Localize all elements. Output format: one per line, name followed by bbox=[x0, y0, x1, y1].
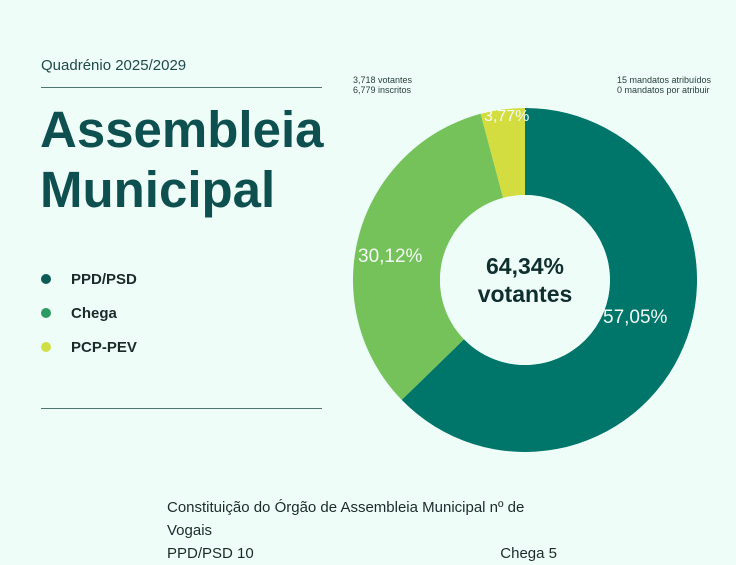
center-label: 64,34% votantes bbox=[440, 252, 610, 308]
footer-seats: PPD/PSD 10 Chega 5 bbox=[167, 542, 557, 565]
slice-label-chega: 30,12% bbox=[358, 246, 423, 267]
legend: PPD/PSD Chega PCP-PEV bbox=[41, 262, 137, 364]
legend-label: PPD/PSD bbox=[71, 270, 137, 288]
turnout-label: votantes bbox=[477, 281, 573, 307]
inscritos-count: 6,779 inscritos bbox=[353, 85, 412, 95]
mandates-stats: 15 mandatos atribuídos 0 mandatos por at… bbox=[617, 75, 711, 95]
slice-ppd-psd bbox=[401, 108, 697, 452]
slice-pcp-pev bbox=[480, 108, 525, 198]
page-title: Assembleia Municipal bbox=[40, 100, 324, 220]
legend-dot-icon bbox=[41, 342, 51, 352]
donut-chart bbox=[353, 108, 697, 452]
footer: Constituição do Órgão de Assembleia Muni… bbox=[167, 496, 557, 565]
legend-label: PCP-PEV bbox=[71, 338, 137, 356]
turnout-value: 64,34% bbox=[485, 253, 564, 279]
mandatos-por-atribuir: 0 mandatos por atribuir bbox=[617, 85, 710, 95]
footer-title: Constituição do Órgão de Assembleia Muni… bbox=[167, 499, 525, 539]
bottom-divider bbox=[41, 408, 322, 409]
legend-label: Chega bbox=[71, 304, 117, 322]
seats-chega: Chega 5 bbox=[500, 545, 557, 562]
top-divider bbox=[41, 87, 322, 88]
title-line-1: Assembleia bbox=[40, 101, 324, 158]
subtitle: Quadrénio 2025/2029 bbox=[41, 57, 187, 74]
mandatos-atribuidos: 15 mandatos atribuídos bbox=[617, 75, 712, 85]
legend-item-pcp-pev: PCP-PEV bbox=[41, 330, 137, 364]
legend-item-chega: Chega bbox=[41, 296, 137, 330]
slice-label-ppd-psd: 57,05% bbox=[603, 307, 668, 328]
slice-label-pcp-pev: 3,77% bbox=[484, 108, 530, 125]
seats-ppd-psd: PPD/PSD 10 bbox=[167, 545, 254, 562]
slice-chega bbox=[353, 113, 504, 400]
legend-dot-icon bbox=[41, 274, 51, 284]
voters-stats: 3,718 votantes 6,779 inscritos bbox=[353, 75, 412, 95]
title-line-2: Municipal bbox=[40, 161, 276, 218]
votantes-count: 3,718 votantes bbox=[353, 75, 413, 85]
legend-dot-icon bbox=[41, 308, 51, 318]
legend-item-ppd-psd: PPD/PSD bbox=[41, 262, 137, 296]
